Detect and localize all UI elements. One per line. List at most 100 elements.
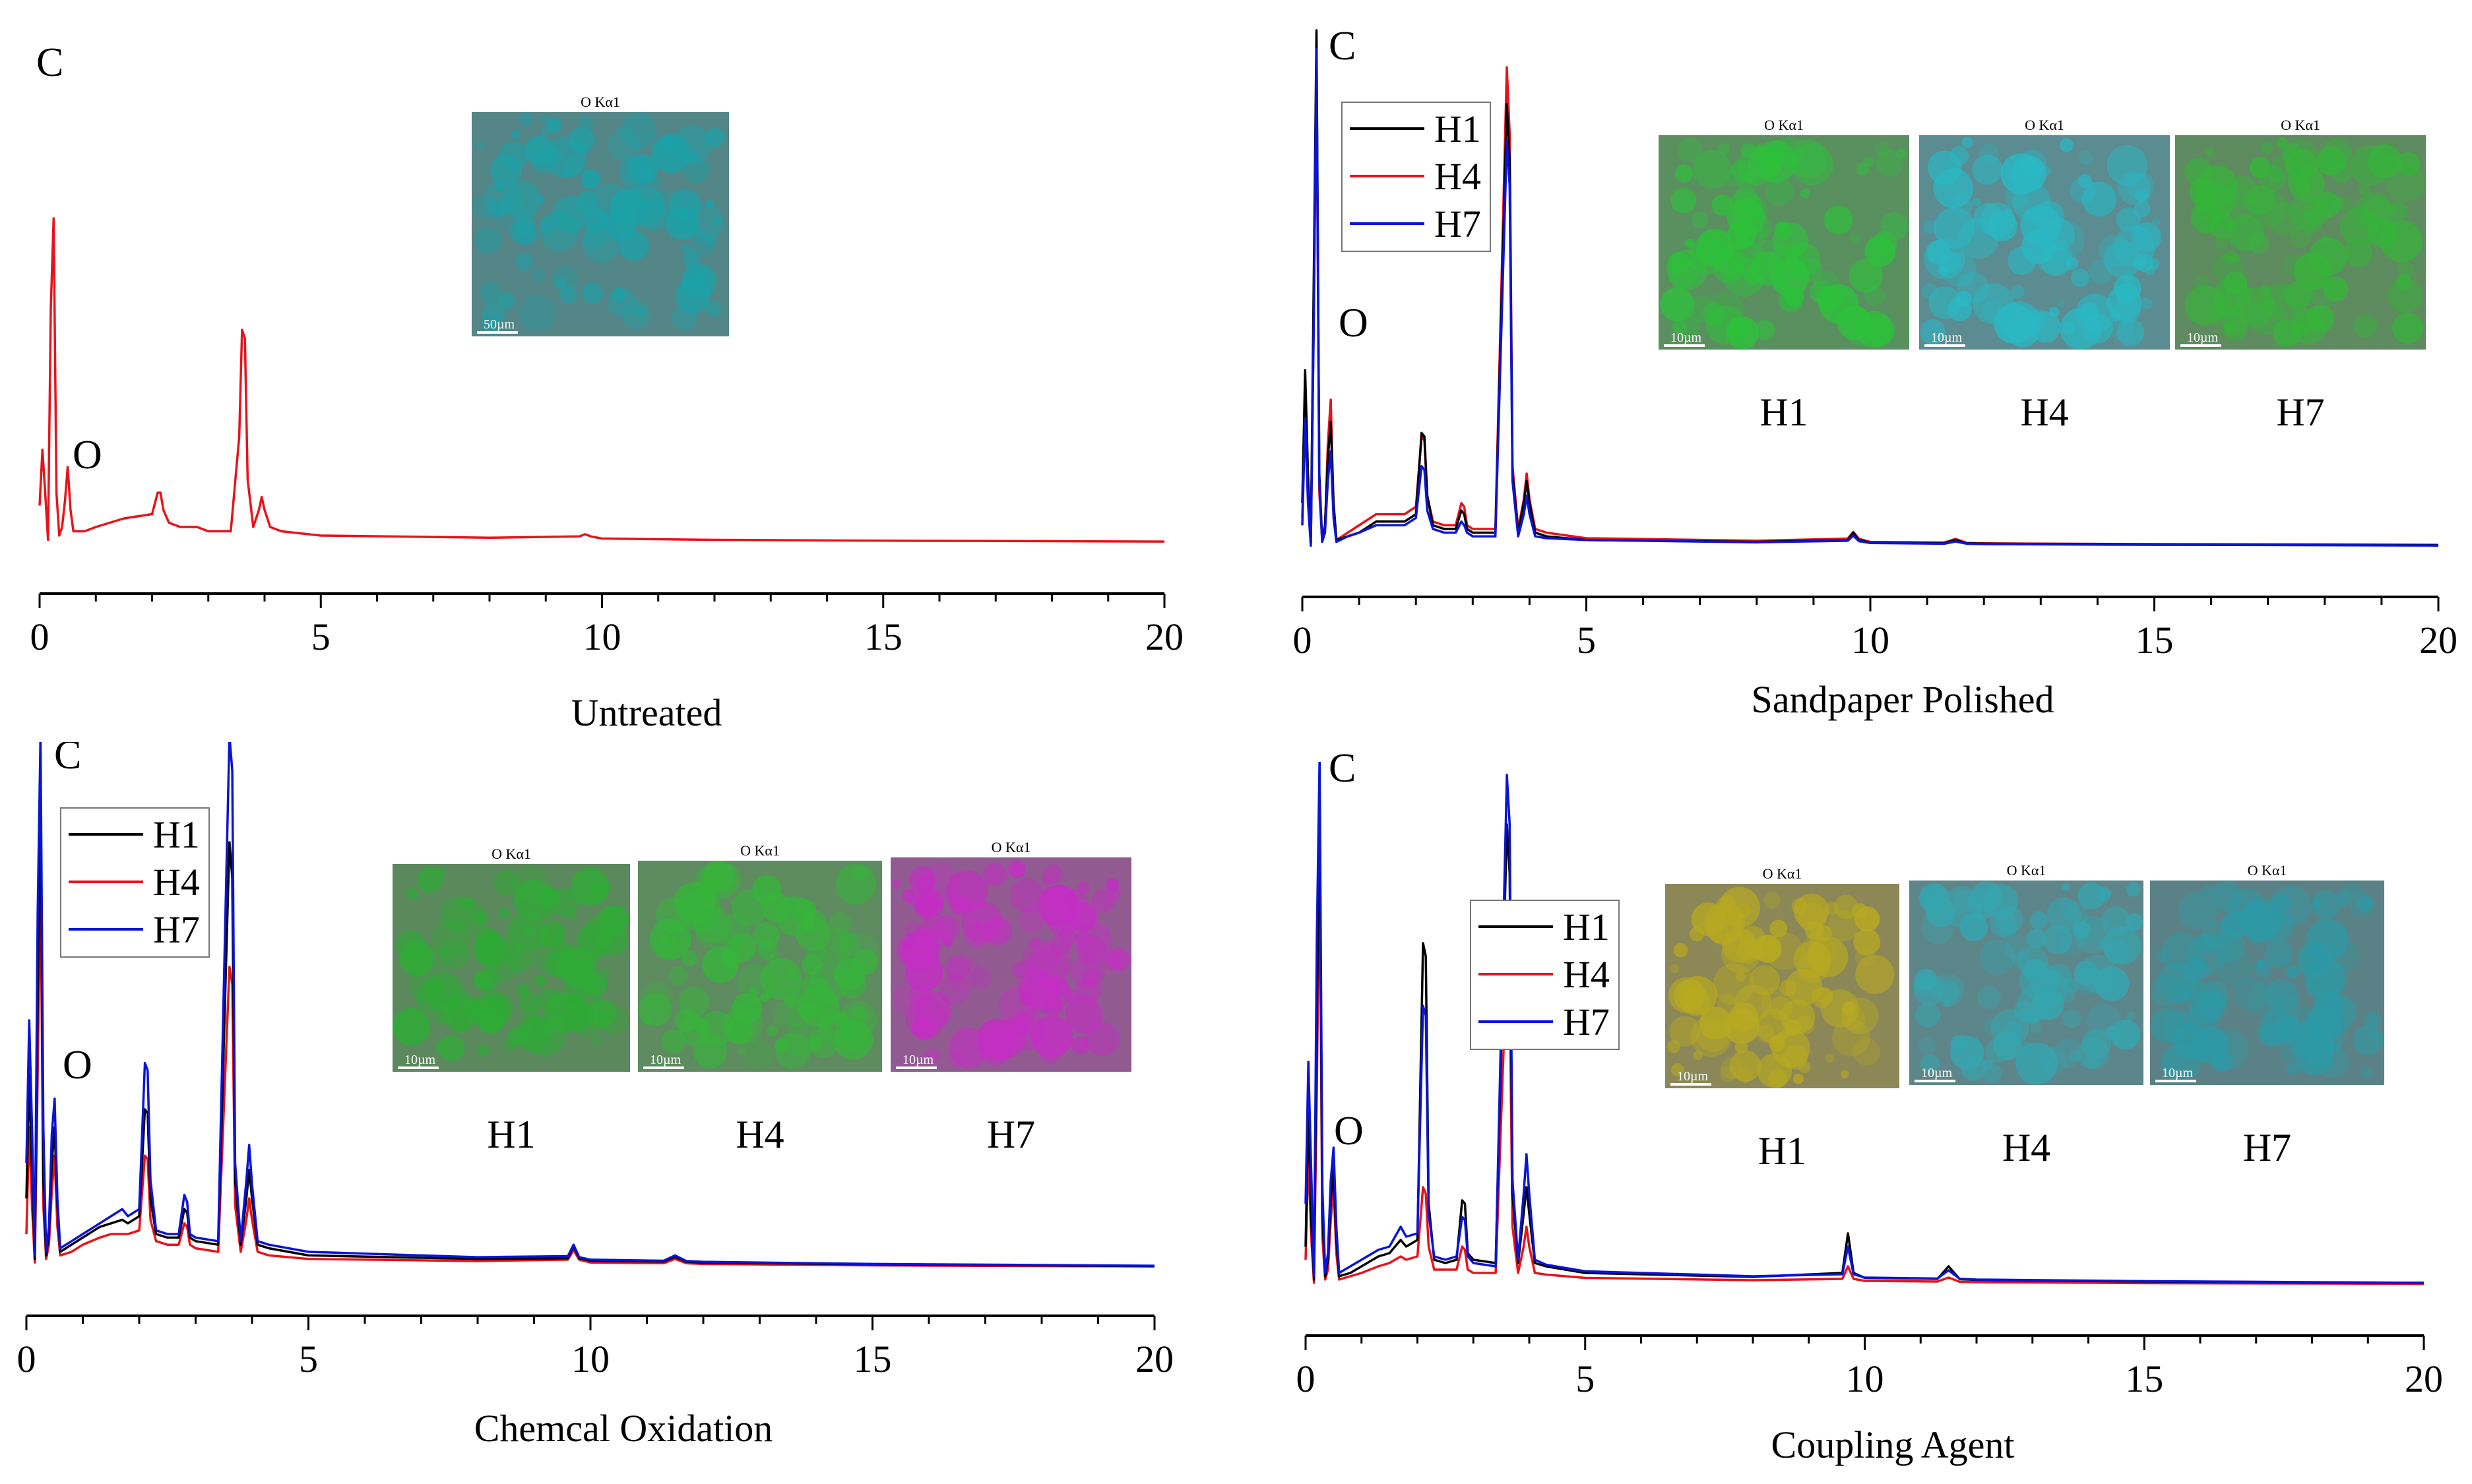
map-grain (1920, 319, 1946, 345)
map-grain (893, 980, 930, 1018)
map-grain (2306, 304, 2335, 333)
map-grain (2248, 980, 2285, 1018)
map-grain (472, 910, 488, 927)
map-grain (1674, 315, 1700, 340)
map-grain (557, 947, 597, 987)
map-grain (1736, 235, 1749, 247)
map-grain (2260, 142, 2273, 155)
map-grain (2302, 314, 2320, 331)
map-grain (1666, 249, 1708, 290)
inset-map: O Kα1 50µm (472, 94, 729, 336)
map-grain (2267, 201, 2304, 237)
map-grain (1942, 999, 1951, 1008)
map-grain (2362, 196, 2392, 226)
map-grain (974, 921, 983, 930)
map-grain (713, 216, 722, 226)
map-grain (1920, 1054, 1940, 1074)
map-label: H4 (736, 1113, 784, 1156)
map-grain (1896, 148, 1907, 160)
map-grain (689, 152, 699, 162)
map-grain (482, 303, 505, 326)
map-grain (2178, 892, 2217, 931)
map-grain (2344, 239, 2373, 268)
map-grain (932, 915, 959, 943)
map-grain (702, 946, 739, 983)
map-grain (2059, 138, 2074, 152)
map-grain (435, 867, 445, 877)
map-grain (939, 974, 970, 1005)
map-grain (2275, 993, 2300, 1019)
x-tick-label: 15 (854, 1338, 892, 1380)
map-grain (1915, 969, 1938, 991)
map-grain (2033, 201, 2065, 232)
map-grain (910, 1014, 935, 1039)
map-grain (1106, 878, 1120, 892)
map-grain (2107, 144, 2148, 186)
map-grain (1979, 143, 1999, 164)
map-grain (2041, 244, 2072, 276)
map-grain (1726, 168, 1745, 187)
map-grain (1833, 894, 1858, 919)
map-grain (1785, 292, 1797, 304)
map-grain (2134, 257, 2147, 270)
map-grain (2211, 929, 2244, 963)
legend-label-h4: H4 (153, 861, 200, 904)
map-grain (499, 205, 509, 215)
map-grain (596, 967, 611, 981)
map-grain (565, 1002, 594, 1032)
map-grain (737, 1047, 746, 1056)
map-grain (1832, 1018, 1870, 1057)
map-grain (2082, 1036, 2099, 1053)
map-grain (1761, 146, 1787, 171)
panel-untreated: C O 0 5 10 15 20 O Kα1 50µm Untreated (30, 40, 1184, 734)
x-tick-label: 20 (1145, 615, 1184, 658)
map-grain (2073, 921, 2091, 939)
map-grain (1755, 144, 1764, 153)
map-grain (1849, 259, 1883, 293)
map-grain (2151, 974, 2184, 1007)
map-grain (699, 1010, 735, 1047)
x-tick-label: 15 (864, 615, 903, 658)
x-tick-label: 15 (2125, 1357, 2163, 1400)
map-grain (2205, 148, 2215, 157)
map-grain (2276, 137, 2289, 149)
map-grain (2170, 980, 2197, 1007)
map-grain (1972, 197, 1981, 206)
map-grain (1030, 941, 1072, 983)
map-grain (2063, 977, 2079, 994)
map-grain (519, 294, 556, 332)
map-grain (1816, 925, 1832, 942)
map-grain (829, 912, 852, 935)
x-tick-label: 0 (1296, 1357, 1315, 1400)
x-tick-label: 10 (1851, 619, 1889, 662)
map-grain (2215, 236, 2229, 251)
map-grain (2316, 146, 2346, 176)
map-grain (1852, 903, 1868, 919)
map-title: O Kα1 (1764, 117, 1804, 133)
map-grain (1853, 928, 1881, 956)
map-grain (2295, 1018, 2335, 1059)
map-grain (498, 141, 528, 171)
map-grain (577, 115, 594, 131)
map-grain (1102, 951, 1122, 970)
map-grain (1727, 199, 1765, 237)
map-grain (2395, 274, 2413, 291)
map-grain (2244, 917, 2274, 946)
map-grain (760, 958, 802, 1001)
map-grain (1729, 240, 1765, 276)
map-grain (2070, 268, 2089, 288)
map-grain (537, 988, 563, 1014)
map-grain (1733, 1015, 1751, 1033)
map-grain (1075, 930, 1092, 947)
map-grain (854, 1008, 867, 1021)
map-grain (477, 1007, 505, 1035)
map-grain (2323, 995, 2357, 1028)
map-grain (552, 196, 589, 233)
map-grain (1797, 950, 1829, 983)
map-grain (474, 226, 502, 254)
map-grain (1915, 1002, 1940, 1028)
map-grain (1675, 164, 1694, 183)
map-grain (916, 874, 935, 893)
map-grain (2300, 211, 2323, 234)
